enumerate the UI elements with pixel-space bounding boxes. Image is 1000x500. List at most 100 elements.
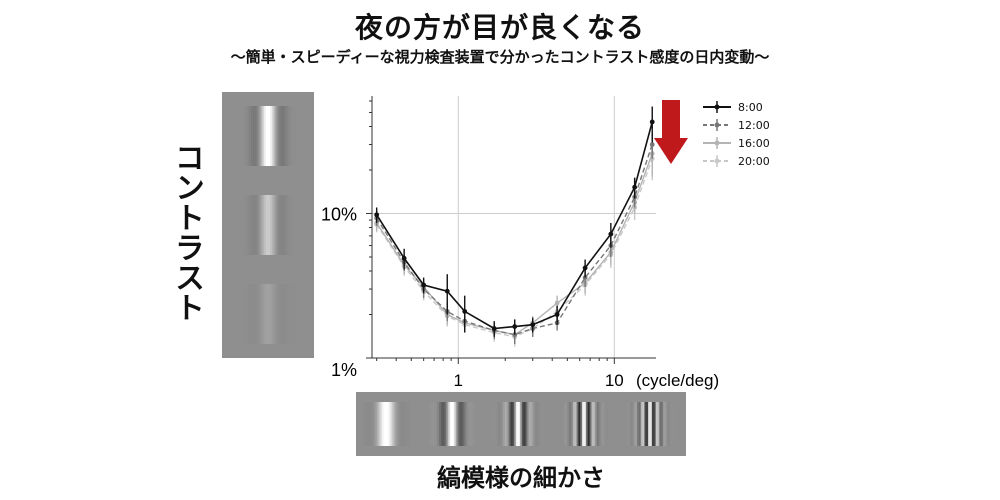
gabor-stripe: [561, 402, 565, 446]
gabor-stripe: [655, 402, 659, 446]
gabor-stripe: [580, 402, 583, 446]
data-point: [401, 255, 407, 261]
gabor-stripe: [572, 402, 576, 446]
data-point: [374, 212, 380, 218]
gabor-stripe: [257, 106, 261, 166]
gabor-stripe: [369, 402, 372, 446]
frequency-gabor-patches: [360, 402, 677, 446]
legend-item-20: 20:00: [702, 152, 812, 170]
gabor-stripe: [646, 402, 649, 446]
gabor-stripe: [278, 284, 282, 344]
gabor-stripe: [435, 402, 438, 446]
legend-label-8: 8:00: [738, 100, 763, 114]
gabor-stripe: [291, 106, 295, 166]
gabor-stripe: [238, 106, 241, 166]
gabor-stripe: [512, 402, 515, 446]
gabor-stripe: [600, 402, 604, 446]
gabor-stripe: [268, 195, 271, 255]
data-point: [632, 184, 638, 190]
gabor-stripe: [289, 284, 293, 344]
legend-label-16: 16:00: [738, 136, 770, 150]
gabor-stripe: [465, 402, 468, 446]
legend-item-8: 8:00: [702, 98, 812, 116]
gabor-stripe: [250, 195, 254, 255]
gabor-stripe: [402, 402, 406, 446]
gabor-stripe: [285, 106, 288, 166]
gabor-stripe: [521, 402, 525, 446]
gabor-stripe: [569, 402, 572, 446]
gabor-stripe: [463, 402, 466, 446]
gabor-stripe: [287, 284, 291, 344]
gabor-stripe: [431, 402, 435, 446]
gabor-stripe: [608, 402, 611, 446]
gabor-stripe: [527, 402, 530, 446]
contrast-axis-label: コントラスト: [169, 142, 204, 322]
gabor-stripe: [582, 402, 585, 446]
gabor-stripe: [395, 402, 398, 446]
gabor-stripe: [270, 106, 273, 166]
gabor-stripe: [497, 402, 501, 446]
gabor-contrast-1: [238, 106, 299, 166]
gabor-stripe: [246, 195, 250, 255]
gabor-stripe: [474, 402, 477, 446]
gabor-stripe: [240, 106, 243, 166]
gabor-stripe: [255, 284, 258, 344]
gabor-stripe: [433, 402, 436, 446]
gabor-stripe: [558, 402, 561, 446]
gabor-stripe: [384, 402, 387, 446]
gabor-stripe: [265, 195, 269, 255]
gabor-stripe: [265, 106, 269, 166]
legend-label-20: 20:00: [738, 154, 770, 168]
gabor-stripe: [250, 106, 254, 166]
gabor-stripe: [295, 284, 299, 344]
gabor-stripe: [597, 402, 600, 446]
gabor-stripe: [393, 402, 396, 446]
gabor-stripe: [429, 402, 433, 446]
gabor-frequency-2: [426, 402, 479, 446]
gabor-stripe: [263, 195, 267, 255]
gabor-stripe: [270, 195, 273, 255]
gabor-stripe: [283, 284, 286, 344]
gabor-stripe: [255, 106, 258, 166]
gabor-stripe: [276, 106, 280, 166]
gabor-stripe: [574, 402, 578, 446]
gabor-stripe: [253, 284, 256, 344]
page-title: 夜の方が目が良くなる: [354, 11, 645, 44]
gabor-stripe: [289, 195, 293, 255]
gabor-stripe: [261, 284, 265, 344]
data-point: [554, 312, 560, 317]
gabor-stripe: [242, 195, 246, 255]
gabor-frequency-1: [360, 402, 413, 446]
arrow-shaft: [662, 100, 680, 140]
gabor-stripe: [606, 402, 609, 446]
gabor-stripe: [293, 106, 297, 166]
gabor-stripe: [289, 106, 293, 166]
gabor-stripe: [635, 402, 638, 446]
gabor-stripe: [631, 402, 634, 446]
gabor-stripe: [399, 402, 402, 446]
gabor-stripe: [442, 402, 446, 446]
x-tick-label: 1: [454, 371, 463, 390]
y-tick-label: 1%: [331, 360, 357, 380]
gabor-stripe: [268, 284, 271, 344]
gabor-stripe: [265, 284, 269, 344]
data-point: [530, 322, 536, 328]
gabor-stripe: [672, 402, 675, 446]
gabor-stripe: [272, 284, 276, 344]
gabor-stripe: [248, 106, 252, 166]
gabor-stripe: [374, 402, 378, 446]
gabor-stripe: [261, 195, 265, 255]
gabor-stripe: [439, 402, 442, 446]
gabor-stripe: [365, 402, 369, 446]
gabor-stripe: [648, 402, 651, 446]
gabor-stripe: [408, 402, 411, 446]
gabor-stripe: [604, 402, 607, 446]
gabor-stripe: [427, 402, 431, 446]
gabor-stripe: [272, 106, 276, 166]
page-subtitle: 〜簡単・スピーディーな視力検査装置で分かったコントラスト感度の日内変動〜: [230, 48, 770, 66]
gabor-stripe: [452, 402, 455, 446]
legend-swatch-8: [703, 101, 731, 113]
gabor-stripe: [589, 402, 593, 446]
gabor-stripe: [280, 106, 284, 166]
gabor-stripe: [280, 195, 284, 255]
